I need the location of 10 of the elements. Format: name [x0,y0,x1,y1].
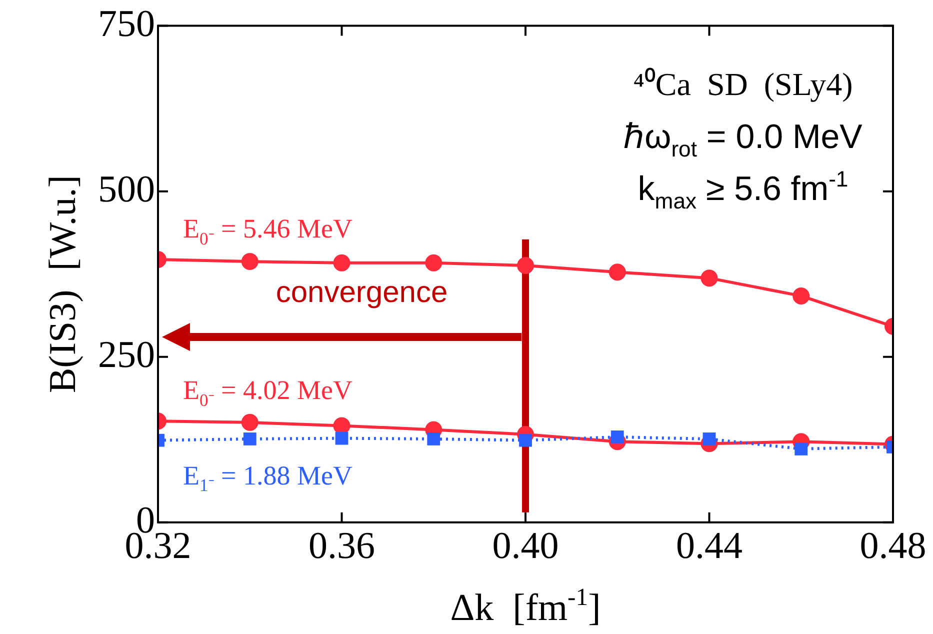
y-tick-label: 500 [98,168,155,210]
x-tick-label: 0.48 [860,525,926,568]
y-tick-label: 750 [98,2,155,45]
x-tick-label: 0.40 [492,525,559,568]
x-tick-label: 0.44 [676,525,742,568]
annotation: convergence [276,276,448,309]
x-tick-label: 0.36 [308,525,375,568]
y-tick-label: 250 [98,334,155,376]
y-axis-title: B(IS3) [W.u.] [42,175,84,394]
annotation: ⁴⁰Ca SD (SLy4) [633,66,853,102]
